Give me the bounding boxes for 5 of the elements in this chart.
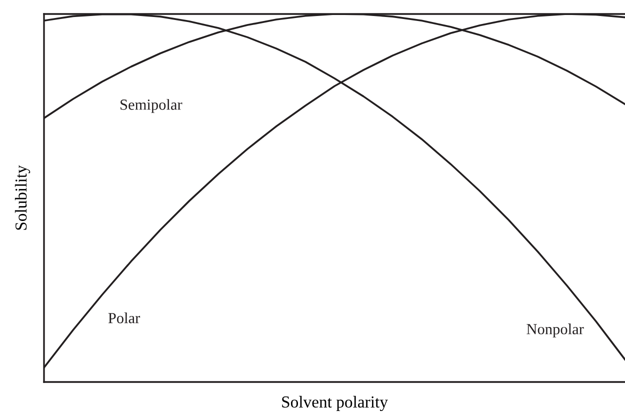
series-label: Nonpolar	[526, 324, 584, 338]
series-label: Semipolar	[120, 99, 182, 113]
y-axis-title: Solubility	[14, 165, 30, 230]
x-axis-title: Solvent polarity	[282, 396, 388, 412]
series-label: Polar	[108, 312, 140, 324]
